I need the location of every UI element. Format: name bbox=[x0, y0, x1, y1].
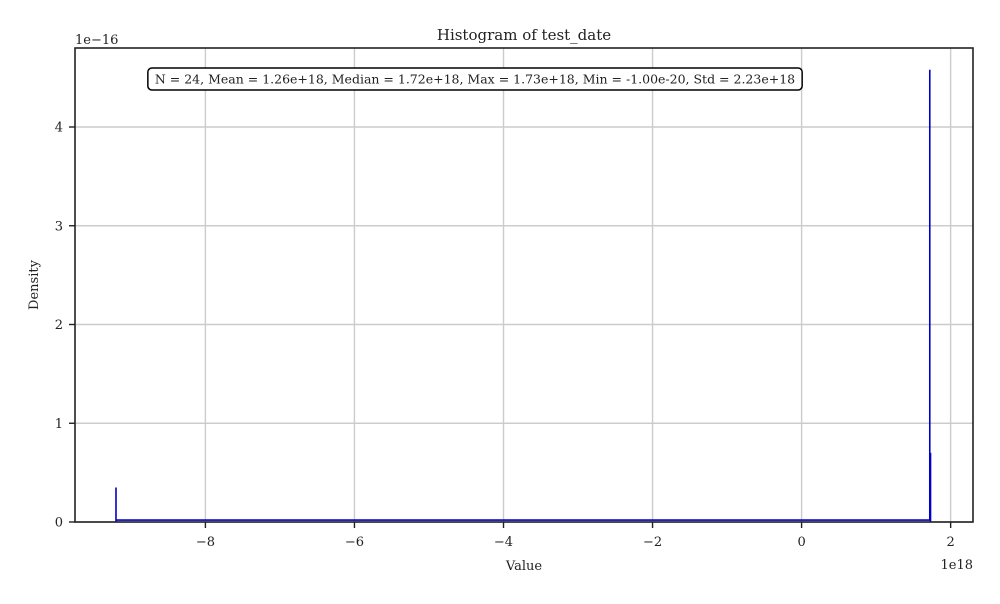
y-tick-label: 3 bbox=[55, 219, 63, 234]
x-axis-ticks: −8 −6 −4 −2 0 2 bbox=[196, 522, 955, 550]
stats-annotation: N = 24, Mean = 1.26e+18, Median = 1.72e+… bbox=[147, 67, 803, 91]
x-tick-label: −8 bbox=[196, 535, 215, 550]
y-tick-label: 1 bbox=[55, 417, 63, 432]
y-axis-label: Density bbox=[27, 259, 42, 310]
x-tick-label: −2 bbox=[643, 535, 662, 550]
stats-annotation-text: N = 24, Mean = 1.26e+18, Median = 1.72e+… bbox=[155, 72, 795, 87]
y-tick-label: 0 bbox=[55, 516, 63, 531]
x-axis-offset-label: 1e18 bbox=[940, 558, 973, 573]
series-layer bbox=[115, 69, 932, 522]
y-tick-label: 2 bbox=[55, 318, 63, 333]
y-axis-ticks: 0 1 2 3 4 bbox=[55, 121, 75, 531]
plot-frame bbox=[74, 47, 974, 523]
y-tick-label: 4 bbox=[55, 121, 63, 136]
stats-annotation-box bbox=[147, 67, 803, 91]
x-tick-label: −4 bbox=[494, 535, 513, 550]
chart-title: Histogram of test_date bbox=[437, 26, 611, 44]
y-axis-offset-label: 1e−16 bbox=[75, 33, 118, 48]
x-axis-label: Value bbox=[505, 559, 542, 574]
grid bbox=[75, 48, 973, 523]
x-tick-label: 2 bbox=[947, 535, 955, 550]
x-tick-label: 0 bbox=[797, 535, 805, 550]
x-tick-label: −6 bbox=[345, 535, 364, 550]
density-series-line bbox=[115, 69, 932, 522]
